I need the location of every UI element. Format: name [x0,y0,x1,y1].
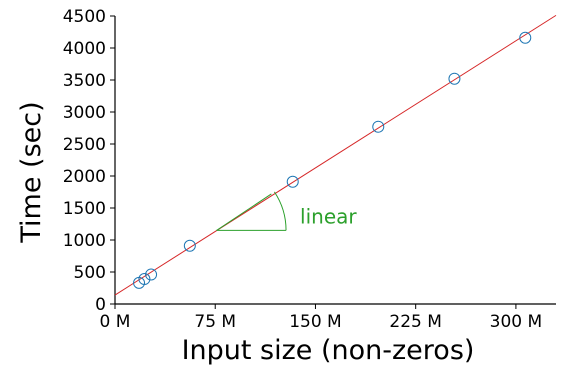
y-tick-label: 3500 [63,71,106,91]
y-tick-label: 2000 [63,167,106,187]
fit-line-layer [114,14,557,296]
linear-fit-line [114,14,557,296]
x-tick-label: 150 M [289,312,342,332]
y-tick-label: 0 [95,295,106,315]
data-point [519,31,532,44]
x-tick-label: 225 M [389,312,442,332]
data-points [133,31,532,289]
annotation-layer: linear [216,191,357,231]
axes: 0 500 1000 1500 2000 2500 3000 3500 4000 4500 0 M 7… [63,7,556,332]
y-axis-title: Time (sec) [16,101,47,243]
y-tick-label: 3000 [63,103,106,123]
linear-annotation-label: linear [300,204,357,228]
angle-arc [273,191,287,231]
slope-segment [216,193,272,231]
x-axis-title: Input size (non-zeros) [182,335,475,366]
y-tick-label: 4500 [63,7,106,27]
data-point [372,120,385,133]
data-point [138,273,151,286]
data-point [145,268,158,281]
y-tick-label: 2500 [63,135,106,155]
x-tick-label: 0 M [100,312,131,332]
y-tick-label: 4000 [63,39,106,59]
data-point [448,72,461,85]
data-point [286,175,299,188]
y-tick-label: 500 [74,263,106,283]
y-tick-label: 1500 [63,199,106,219]
x-tick-label: 300 M [490,312,543,332]
x-tick-label: 75 M [194,312,236,332]
data-point [183,239,196,252]
y-tick-label: 1000 [63,231,106,251]
